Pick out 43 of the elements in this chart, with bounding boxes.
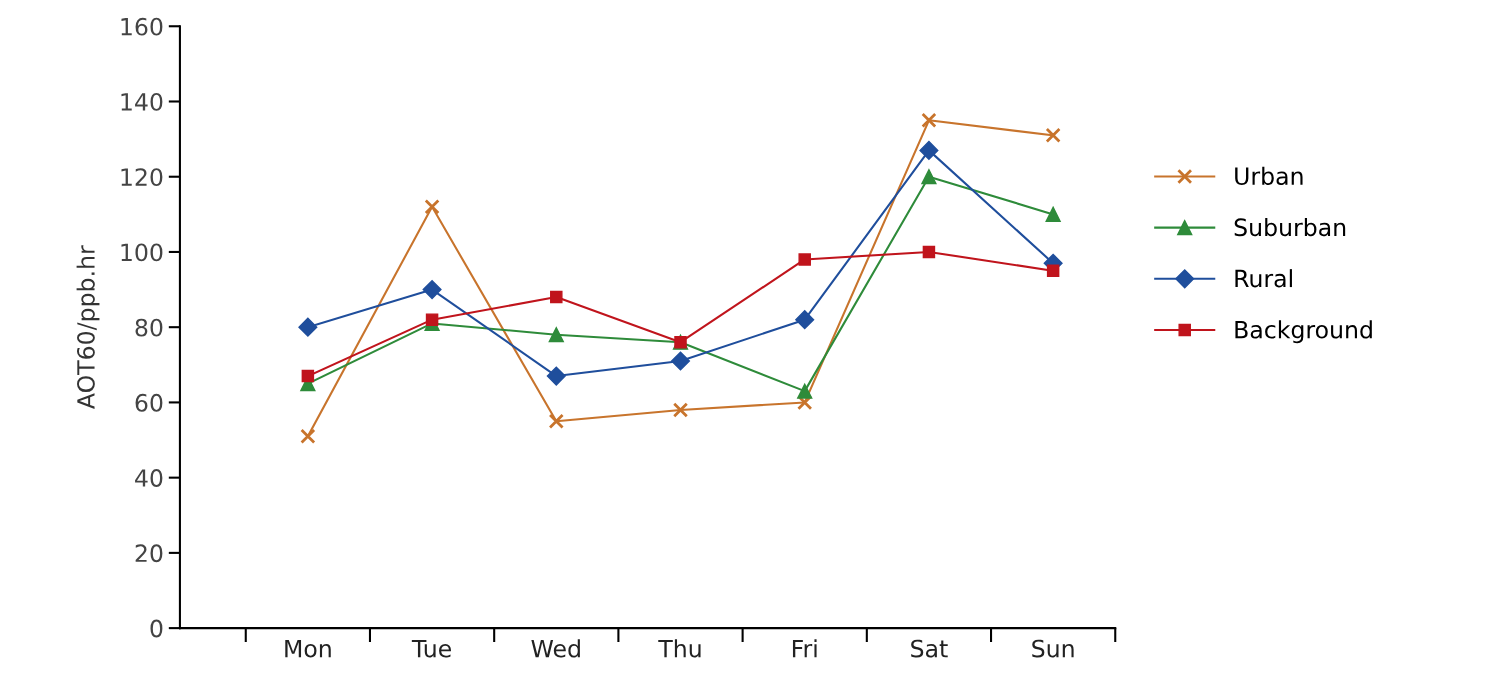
point [1045,127,1061,143]
y-tick-label: 160 [121,17,163,36]
point [548,327,564,343]
point [670,351,691,371]
x-tick-label: Tue [411,639,451,658]
y-tick-label: 0 [150,619,163,638]
point [921,169,937,185]
point [798,253,811,266]
y-tick-label: 20 [135,544,163,563]
x-tick-label: Thu [658,639,701,658]
y-tick-label: 60 [135,393,163,412]
point [1046,264,1060,278]
legend-label: Urban [1235,166,1303,186]
point [422,280,442,300]
x-tick-label: Fri [792,639,817,658]
point [919,140,939,160]
point [301,369,315,383]
legend-label: Rural [1235,269,1292,288]
legend-label: Background [1235,320,1372,344]
x-tick-label: Sat [911,639,948,658]
point [425,313,439,326]
point [300,428,316,444]
point [922,245,936,259]
y-tick-label: 100 [121,243,163,262]
point [1045,206,1061,222]
y-tick-label: 140 [121,92,163,111]
point [672,402,689,418]
point [298,317,318,337]
x-tick-label: Wed [531,639,580,658]
point [795,310,815,330]
legend-label: Suburban [1234,217,1346,237]
point [548,413,564,429]
y-tick-label: 40 [135,469,163,487]
y-tick-label: 120 [121,168,163,187]
point [424,199,440,215]
point [797,383,813,399]
x-tick-label: Sun [1032,639,1074,658]
y-tick-label: 80 [135,318,163,337]
x-tick-label: Mon [285,639,331,658]
point [546,366,566,386]
y-axis-title: AOT60/ppb.hr [76,245,100,409]
point [921,112,937,128]
point [550,290,563,304]
